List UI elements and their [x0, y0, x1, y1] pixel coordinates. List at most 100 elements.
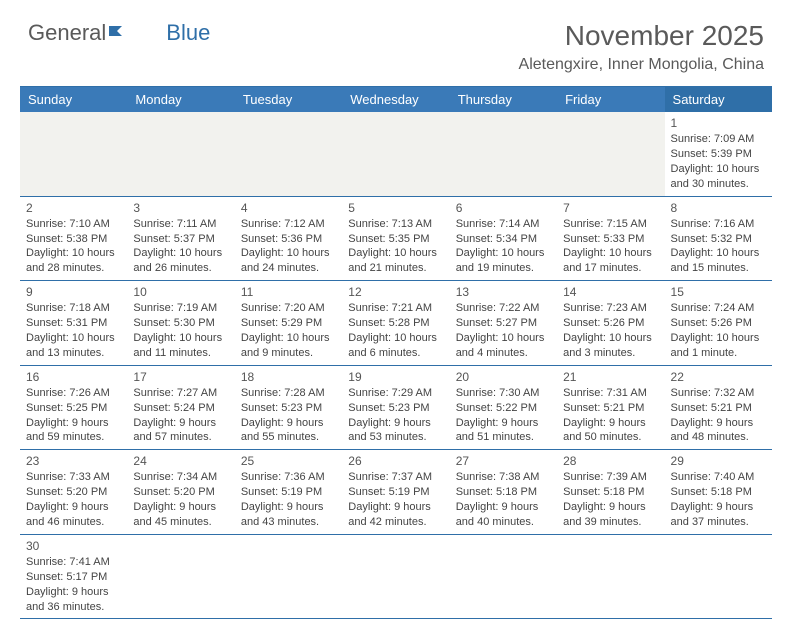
sunset-text: Sunset: 5:28 PM: [348, 316, 443, 331]
day-cell: 27Sunrise: 7:38 AMSunset: 5:18 PMDayligh…: [450, 450, 557, 535]
page-title: November 2025: [519, 20, 764, 52]
sunrise-text: Sunrise: 7:41 AM: [26, 555, 121, 570]
day-header-saturday: Saturday: [665, 87, 772, 113]
daylight-text: Daylight: 9 hours and 40 minutes.: [456, 500, 551, 530]
sunrise-text: Sunrise: 7:11 AM: [133, 217, 228, 232]
day-cell: 2Sunrise: 7:10 AMSunset: 5:38 PMDaylight…: [20, 196, 127, 281]
day-cell: 17Sunrise: 7:27 AMSunset: 5:24 PMDayligh…: [127, 365, 234, 450]
day-cell: 15Sunrise: 7:24 AMSunset: 5:26 PMDayligh…: [665, 281, 772, 366]
daylight-text: Daylight: 10 hours and 19 minutes.: [456, 246, 551, 276]
sunset-text: Sunset: 5:27 PM: [456, 316, 551, 331]
day-cell: 14Sunrise: 7:23 AMSunset: 5:26 PMDayligh…: [557, 281, 664, 366]
sunset-text: Sunset: 5:17 PM: [26, 570, 121, 585]
daylight-text: Daylight: 9 hours and 43 minutes.: [241, 500, 336, 530]
day-cell: 16Sunrise: 7:26 AMSunset: 5:25 PMDayligh…: [20, 365, 127, 450]
logo-text-1: General: [28, 20, 106, 46]
sunrise-text: Sunrise: 7:40 AM: [671, 470, 766, 485]
sunrise-text: Sunrise: 7:18 AM: [26, 301, 121, 316]
sunrise-text: Sunrise: 7:19 AM: [133, 301, 228, 316]
daylight-text: Daylight: 10 hours and 21 minutes.: [348, 246, 443, 276]
day-cell: 10Sunrise: 7:19 AMSunset: 5:30 PMDayligh…: [127, 281, 234, 366]
day-number: 21: [563, 369, 658, 385]
day-number: 1: [671, 115, 766, 131]
sunset-text: Sunset: 5:18 PM: [456, 485, 551, 500]
sunrise-text: Sunrise: 7:09 AM: [671, 132, 766, 147]
daylight-text: Daylight: 10 hours and 11 minutes.: [133, 331, 228, 361]
sunset-text: Sunset: 5:20 PM: [26, 485, 121, 500]
day-header-tuesday: Tuesday: [235, 87, 342, 113]
daylight-text: Daylight: 10 hours and 3 minutes.: [563, 331, 658, 361]
day-cell: 5Sunrise: 7:13 AMSunset: 5:35 PMDaylight…: [342, 196, 449, 281]
day-number: 30: [26, 538, 121, 554]
daylight-text: Daylight: 10 hours and 6 minutes.: [348, 331, 443, 361]
day-number: 17: [133, 369, 228, 385]
sunset-text: Sunset: 5:34 PM: [456, 232, 551, 247]
day-cell: 23Sunrise: 7:33 AMSunset: 5:20 PMDayligh…: [20, 450, 127, 535]
sunrise-text: Sunrise: 7:13 AM: [348, 217, 443, 232]
daylight-text: Daylight: 9 hours and 45 minutes.: [133, 500, 228, 530]
day-number: 4: [241, 200, 336, 216]
day-number: 28: [563, 453, 658, 469]
day-number: 2: [26, 200, 121, 216]
day-cell-empty: [235, 112, 342, 196]
title-block: November 2025 Aletengxire, Inner Mongoli…: [519, 20, 764, 74]
sunset-text: Sunset: 5:37 PM: [133, 232, 228, 247]
sunrise-text: Sunrise: 7:31 AM: [563, 386, 658, 401]
sunrise-text: Sunrise: 7:37 AM: [348, 470, 443, 485]
day-cell: 4Sunrise: 7:12 AMSunset: 5:36 PMDaylight…: [235, 196, 342, 281]
day-number: 12: [348, 284, 443, 300]
day-cell: 20Sunrise: 7:30 AMSunset: 5:22 PMDayligh…: [450, 365, 557, 450]
sunset-text: Sunset: 5:26 PM: [563, 316, 658, 331]
day-number: 6: [456, 200, 551, 216]
day-header-thursday: Thursday: [450, 87, 557, 113]
day-cell-empty: [342, 534, 449, 619]
week-row: 16Sunrise: 7:26 AMSunset: 5:25 PMDayligh…: [20, 365, 772, 450]
sunrise-text: Sunrise: 7:30 AM: [456, 386, 551, 401]
daylight-text: Daylight: 10 hours and 9 minutes.: [241, 331, 336, 361]
day-cell: 28Sunrise: 7:39 AMSunset: 5:18 PMDayligh…: [557, 450, 664, 535]
sunrise-text: Sunrise: 7:28 AM: [241, 386, 336, 401]
day-cell-empty: [450, 534, 557, 619]
day-number: 10: [133, 284, 228, 300]
day-number: 29: [671, 453, 766, 469]
day-cell: 6Sunrise: 7:14 AMSunset: 5:34 PMDaylight…: [450, 196, 557, 281]
location-subtitle: Aletengxire, Inner Mongolia, China: [519, 56, 764, 74]
sunset-text: Sunset: 5:18 PM: [563, 485, 658, 500]
daylight-text: Daylight: 9 hours and 55 minutes.: [241, 416, 336, 446]
day-number: 3: [133, 200, 228, 216]
sunrise-text: Sunrise: 7:21 AM: [348, 301, 443, 316]
day-number: 24: [133, 453, 228, 469]
sunrise-text: Sunrise: 7:10 AM: [26, 217, 121, 232]
daylight-text: Daylight: 9 hours and 39 minutes.: [563, 500, 658, 530]
sunrise-text: Sunrise: 7:33 AM: [26, 470, 121, 485]
day-cell: 3Sunrise: 7:11 AMSunset: 5:37 PMDaylight…: [127, 196, 234, 281]
sunrise-text: Sunrise: 7:16 AM: [671, 217, 766, 232]
sunset-text: Sunset: 5:19 PM: [348, 485, 443, 500]
week-row: 9Sunrise: 7:18 AMSunset: 5:31 PMDaylight…: [20, 281, 772, 366]
day-cell-empty: [557, 534, 664, 619]
daylight-text: Daylight: 9 hours and 46 minutes.: [26, 500, 121, 530]
day-number: 22: [671, 369, 766, 385]
day-number: 26: [348, 453, 443, 469]
day-number: 8: [671, 200, 766, 216]
day-header-row: SundayMondayTuesdayWednesdayThursdayFrid…: [20, 87, 772, 113]
sunset-text: Sunset: 5:36 PM: [241, 232, 336, 247]
sunset-text: Sunset: 5:30 PM: [133, 316, 228, 331]
daylight-text: Daylight: 10 hours and 17 minutes.: [563, 246, 658, 276]
sunset-text: Sunset: 5:24 PM: [133, 401, 228, 416]
sunrise-text: Sunrise: 7:34 AM: [133, 470, 228, 485]
header: General Blue November 2025 Aletengxire, …: [0, 0, 792, 82]
day-cell: 25Sunrise: 7:36 AMSunset: 5:19 PMDayligh…: [235, 450, 342, 535]
day-number: 27: [456, 453, 551, 469]
sunset-text: Sunset: 5:21 PM: [671, 401, 766, 416]
logo: General Blue: [28, 20, 210, 46]
sunrise-text: Sunrise: 7:29 AM: [348, 386, 443, 401]
sunset-text: Sunset: 5:31 PM: [26, 316, 121, 331]
sunset-text: Sunset: 5:20 PM: [133, 485, 228, 500]
daylight-text: Daylight: 9 hours and 37 minutes.: [671, 500, 766, 530]
day-cell: 21Sunrise: 7:31 AMSunset: 5:21 PMDayligh…: [557, 365, 664, 450]
day-header-friday: Friday: [557, 87, 664, 113]
week-row: 23Sunrise: 7:33 AMSunset: 5:20 PMDayligh…: [20, 450, 772, 535]
day-cell: 7Sunrise: 7:15 AMSunset: 5:33 PMDaylight…: [557, 196, 664, 281]
daylight-text: Daylight: 9 hours and 48 minutes.: [671, 416, 766, 446]
